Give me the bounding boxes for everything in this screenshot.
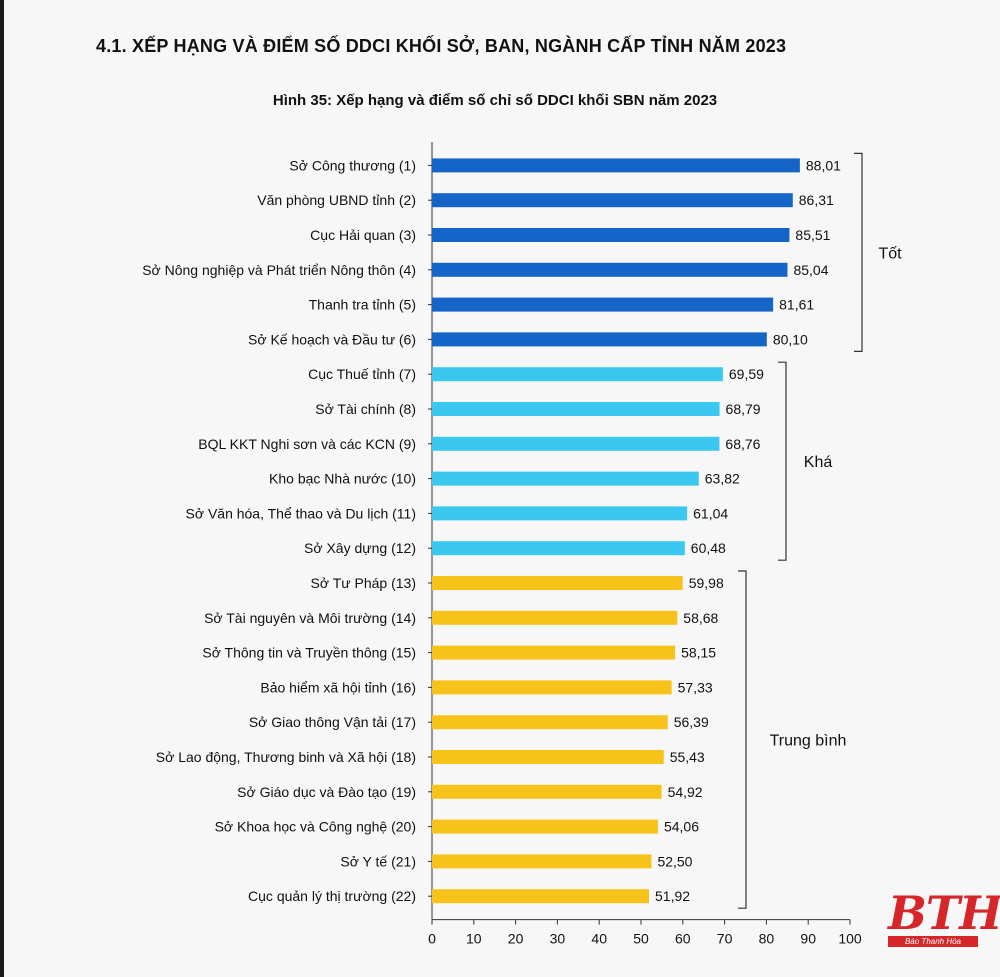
bar [432,193,793,208]
bar [432,471,699,486]
bar [432,332,767,347]
category-label: Sở Văn hóa, Thể thao và Du lịch (11) [186,505,416,521]
x-tick-label: 70 [717,931,733,947]
value-label: 85,51 [795,227,830,243]
bth-logo-subtitle: Báo Thanh Hóa [888,936,978,947]
bar [432,158,800,173]
category-label: Sở Tài chính (8) [315,401,416,417]
category-label: Kho bạc Nhà nước (10) [269,471,416,487]
value-label: 60,48 [691,540,726,556]
x-tick-label: 40 [591,931,607,947]
bar [432,784,662,799]
value-label: 55,43 [670,749,705,765]
value-label: 81,61 [779,297,814,313]
bar [432,889,650,904]
bth-logo: BTH Báo Thanh Hóa [888,886,1000,950]
category-label: Sở Xây dựng (12) [304,540,416,556]
bar [432,715,668,730]
group-label: Khá [804,454,833,471]
category-label: Bảo hiểm xã hội tỉnh (16) [260,679,416,695]
x-tick-label: 20 [508,931,524,947]
bar [432,576,683,590]
value-label: 54,06 [664,819,699,835]
value-label: 56,39 [674,714,709,730]
value-label: 54,92 [668,784,703,800]
value-label: 68,76 [725,436,760,452]
value-label: 85,04 [793,262,828,278]
value-label: 69,59 [729,366,764,382]
bth-logo-text: BTH [888,886,1000,940]
group-bracket [738,570,747,909]
bar [432,645,676,660]
bar [432,819,658,834]
category-label: Cục Hải quan (3) [310,227,416,243]
category-label: Sở Tư Pháp (13) [311,575,416,591]
bar [432,610,678,625]
value-label: 51,92 [655,888,690,904]
bar [432,750,664,764]
x-tick-label: 80 [759,931,775,947]
category-label: Cục quản lý thị trường (22) [248,888,416,904]
value-label: 63,82 [705,471,740,487]
category-label: Sở Thông tin và Truyền thông (15) [202,645,416,661]
section-title: 4.1. XẾP HẠNG VÀ ĐIỂM SỐ DDCI KHỐI SỞ, B… [96,36,787,56]
x-tick-label: 10 [466,931,482,947]
chart-title: Hình 35: Xếp hạng và điểm số chỉ số DDCI… [272,92,718,109]
category-label: Sở Giáo dục và Đào tạo (19) [237,784,416,800]
group-label: Trung bình [770,733,847,750]
category-label: Sở Kế hoạch và Đầu tư (6) [248,331,416,347]
category-label: Văn phòng UBND tỉnh (2) [257,192,416,208]
bar [432,541,685,556]
bar [432,228,790,242]
value-label: 58,15 [681,645,716,661]
category-label: Sở Y tế (21) [340,853,416,869]
x-tick-label: 60 [675,931,691,947]
bar [432,402,720,416]
category-label: BQL KKT Nghi sơn và các KCN (9) [198,436,416,452]
bar [432,506,688,521]
category-label: Sở Tài nguyên và Môi trường (14) [204,610,416,626]
bar [432,680,672,695]
bar [432,297,774,312]
left-edge-border [0,0,4,977]
bar [432,436,720,451]
bar [432,854,652,869]
category-label: Cục Thuế tỉnh (7) [308,366,416,382]
group-bracket [854,152,863,352]
x-tick-label: 100 [838,931,862,947]
bar [432,262,788,277]
group-bracket [778,361,787,561]
value-label: 61,04 [693,505,728,521]
bar [432,367,723,382]
value-label: 86,31 [799,192,834,208]
category-label: Sở Khoa học và Công nghệ (20) [215,819,416,835]
category-label: Sở Giao thông Vận tải (17) [249,714,416,730]
value-label: 80,10 [773,331,808,347]
x-tick-label: 0 [428,931,436,947]
value-label: 58,68 [683,610,718,626]
category-label: Sở Công thương (1) [289,157,416,173]
x-tick-label: 90 [800,931,816,947]
value-label: 59,98 [689,575,724,591]
value-label: 52,50 [657,853,692,869]
category-label: Sở Nông nghiệp và Phát triển Nông thôn (… [142,262,416,278]
value-label: 68,79 [726,401,761,417]
x-tick-label: 50 [633,931,649,947]
category-label: Sở Lao động, Thương binh và Xã hội (18) [156,749,416,765]
category-label: Thanh tra tỉnh (5) [309,297,416,313]
x-tick-label: 30 [550,931,566,947]
group-label: Tốt [878,245,902,262]
value-label: 57,33 [678,679,713,695]
value-label: 88,01 [806,157,841,173]
